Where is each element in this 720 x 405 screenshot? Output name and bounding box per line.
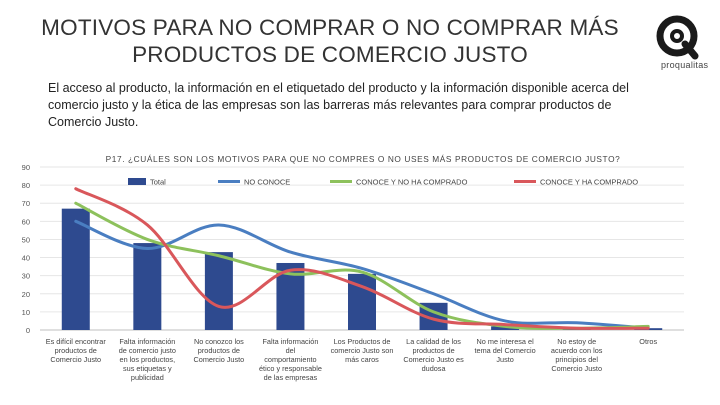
x-tick-label-line: más caros [345,355,379,364]
x-tick-label-line: Comercio Justo [551,364,602,373]
x-tick-label-line: productos de [412,346,454,355]
x-tick-label-line: No me interesa el [477,337,535,346]
x-tick-label-line: de las empresas [264,373,318,382]
proqualitas-logo [655,14,715,84]
bars [61,208,663,330]
x-tick-label-line: publicidad [131,373,164,382]
legend-label: CONOCE Y HA COMPRADO [540,178,638,187]
x-axis: Es difícil encontrar productos de Comercio… [46,337,658,382]
subtitle: El acceso al producto, la información en… [48,81,629,129]
bar-total [61,208,90,330]
lines [74,187,650,330]
y-tick-label: 80 [22,181,30,190]
legend: Total NO CONOCE CONOCE Y NO HA COMPRADO CON… [128,178,638,187]
x-tick-label: Otros [639,337,657,346]
y-tick-label: 90 [22,163,30,172]
x-tick-label: Falta información de comercio justo en los… [119,337,176,382]
x-tick-label-line: La calidad de los [406,337,461,346]
y-tick-label: 60 [22,217,30,226]
y-tick-label: 0 [26,326,30,335]
series-line-conoce-y-ha-comprado [74,187,650,330]
x-tick-label-line: Los Productos de [334,337,391,346]
x-tick-label-line: No estoy de [557,337,596,346]
x-tick-label-line: tema del Comercio [474,346,535,355]
x-tick-label-line: ético y responsable [259,364,322,373]
logo-icon [656,15,699,60]
x-tick-label-line: Es difícil encontrar [46,337,107,346]
x-tick-label-line: en los productos, [120,355,176,364]
x-tick-label-line: Justo [496,355,513,364]
x-tick-label-line: principios del [555,355,598,364]
x-tick-label: Los Productos de comercio Justo son más ca… [331,337,394,364]
bar-total [133,243,162,330]
bar-total [204,252,233,330]
x-tick-label-line: No conozco los [194,337,244,346]
x-tick-label-line: sus etiquetas y [123,364,172,373]
legend-label: CONOCE Y NO HA COMPRADO [356,178,468,187]
y-axis: 0 10 20 30 40 50 60 70 80 90 [22,163,30,335]
bar-total [491,326,520,330]
x-tick-label: No estoy de acuerdo con los principios del… [551,337,603,373]
x-tick-label-line: productos de [55,346,97,355]
y-tick-label: 40 [22,254,30,263]
logo-text: proqualitas [661,60,709,70]
x-tick-label: Falta información del comportamiento ético … [259,337,322,382]
x-tick-label-line: productos de [198,346,240,355]
x-tick-label: Es difícil encontrar productos de Comercio… [46,337,107,364]
y-tick-label: 70 [22,199,30,208]
x-tick-label-line: Comercio Justo [194,355,245,364]
x-tick-label-line: Otros [639,337,657,346]
y-tick-label: 10 [22,308,30,317]
x-tick-label: La calidad de los productos de Comercio Ju… [403,337,464,373]
x-tick-label-line: Comercio Justo [50,355,101,364]
x-tick-label-line: comportamiento [264,355,316,364]
x-tick-label-line: Comercio Justo es [403,355,464,364]
legend-swatch [128,178,146,185]
y-tick-label: 50 [22,235,30,244]
x-tick-label: No conozco los productos de Comercio Justo [194,337,245,364]
x-tick-label-line: Falta información [119,337,175,346]
x-tick-label-line: comercio Justo son [331,346,394,355]
x-tick-label-line: acuerdo con los [551,346,603,355]
chart-title: P17. ¿CUÁLES SON LOS MOTIVOS PARA QUE NO… [106,154,621,164]
x-tick-label-line: del [286,346,296,355]
y-tick-label: 30 [22,272,30,281]
page-title: MOTIVOS PARA NO COMPRAR O NO COMPRAR MÁS… [41,15,619,67]
legend-label: NO CONOCE [244,178,290,187]
x-tick-label-line: Falta información [262,337,318,346]
x-tick-label: No me interesa el tema del Comercio Justo [474,337,535,364]
x-tick-label-line: dudosa [422,364,447,373]
legend-label: Total [150,178,166,187]
x-tick-label-line: de comercio justo [119,346,176,355]
y-tick-label: 20 [22,290,30,299]
